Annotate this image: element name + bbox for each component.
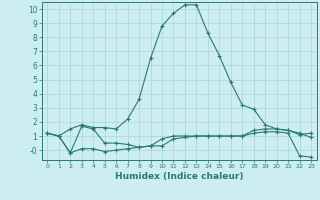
X-axis label: Humidex (Indice chaleur): Humidex (Indice chaleur)	[115, 172, 244, 181]
